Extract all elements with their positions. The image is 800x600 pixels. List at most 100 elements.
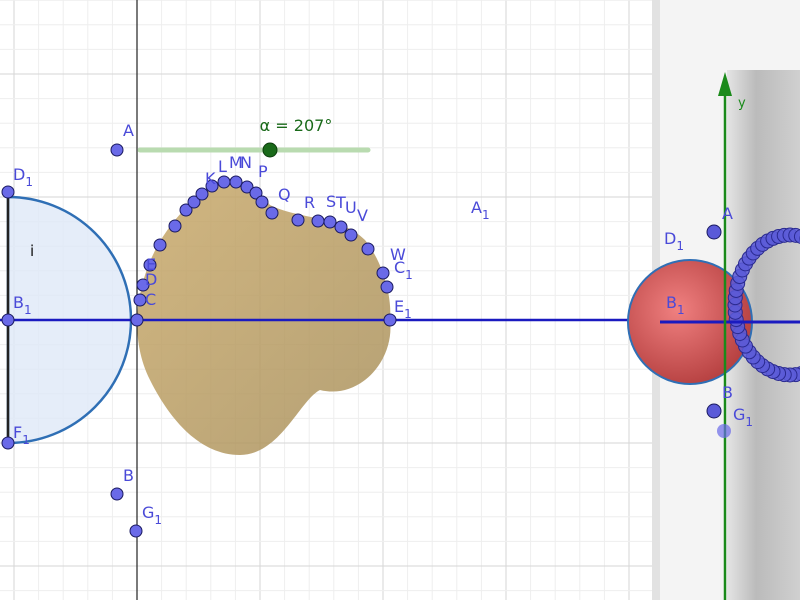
point <box>265 206 279 220</box>
point <box>240 180 254 194</box>
segment-label: i <box>30 242 34 260</box>
label-subscript: 1 <box>404 307 412 321</box>
label-text: B <box>722 383 733 402</box>
point <box>344 228 358 242</box>
point <box>110 487 124 501</box>
label-text: M <box>229 153 243 172</box>
label-subscript: 1 <box>405 268 413 282</box>
point <box>143 258 157 272</box>
point <box>1 185 15 199</box>
label-text: E <box>146 255 156 274</box>
axis-label: y <box>738 96 746 111</box>
label-text: R <box>304 193 315 212</box>
label-text: Q <box>278 185 291 204</box>
point-label: E1 <box>394 297 412 321</box>
label-text: V <box>357 206 368 225</box>
label-subscript: 1 <box>22 433 30 447</box>
point-label: W <box>390 245 406 264</box>
point <box>179 203 193 217</box>
point-label: A1 <box>471 198 490 222</box>
label-subscript: 1 <box>25 175 33 189</box>
tick-labels-3d <box>706 224 731 438</box>
point-label: G1 <box>733 405 753 429</box>
point-label: D1 <box>664 229 684 253</box>
point <box>380 280 394 294</box>
label-text: L <box>218 157 227 176</box>
label-subscript: 1 <box>154 513 162 527</box>
point <box>136 278 150 292</box>
label-text: E <box>394 297 404 316</box>
point <box>706 224 722 240</box>
point-label: A <box>722 204 733 223</box>
point <box>129 524 143 538</box>
label-subscript: 1 <box>676 239 684 253</box>
point <box>323 215 337 229</box>
label-subscript: 1 <box>24 303 32 317</box>
point <box>153 238 167 252</box>
label-text: A <box>722 204 733 223</box>
point <box>291 213 305 227</box>
label-text: D <box>664 229 676 248</box>
point-label: P <box>258 162 268 181</box>
points <box>1 143 397 538</box>
point <box>717 424 731 438</box>
point-label: B1 <box>13 293 32 317</box>
label-text: S <box>326 192 336 211</box>
point-label: V <box>357 206 368 225</box>
point-label: Q <box>278 185 291 204</box>
point-label: K <box>205 169 216 188</box>
point <box>110 143 124 157</box>
point <box>133 293 147 307</box>
point-label: T <box>335 193 346 212</box>
point <box>1 436 15 450</box>
point-label: C <box>145 290 156 309</box>
label-text: N <box>240 153 252 172</box>
label-text: D <box>145 270 157 289</box>
point <box>376 266 390 280</box>
label-text: B <box>13 293 24 312</box>
point <box>1 313 15 327</box>
label-text: C <box>394 258 405 277</box>
point-label: R <box>304 193 315 212</box>
point-label: C1 <box>394 258 413 282</box>
label-text: B <box>666 293 677 312</box>
label-text: K <box>205 169 216 188</box>
point <box>706 403 722 419</box>
label-text: G <box>142 503 154 522</box>
y-axis-arrow <box>718 72 732 96</box>
label-text: B <box>123 466 134 485</box>
point-label: A <box>123 121 134 140</box>
label-text: P <box>258 162 268 181</box>
point <box>383 313 397 327</box>
point-label: L <box>218 157 227 176</box>
point <box>195 187 209 201</box>
point-label: B1 <box>666 293 685 317</box>
point-label: F1 <box>13 423 30 447</box>
point <box>311 214 325 228</box>
point <box>229 175 243 189</box>
label-text: F <box>13 423 22 442</box>
label-text: A <box>471 198 482 217</box>
label-text: D <box>13 165 25 184</box>
point <box>168 219 182 233</box>
point-label: S <box>326 192 336 211</box>
point <box>334 220 348 234</box>
label-text: W <box>390 245 406 264</box>
point <box>130 313 144 327</box>
slider-knob[interactable] <box>262 142 278 158</box>
point-label: D1 <box>13 165 33 189</box>
point <box>361 242 375 256</box>
label-subscript: 1 <box>677 303 685 317</box>
point <box>187 195 201 209</box>
label-text: A <box>123 121 134 140</box>
point <box>205 179 219 193</box>
point-label: B <box>722 383 733 402</box>
point-label: M <box>229 153 243 172</box>
point-label: N <box>240 153 252 172</box>
point-label: B <box>123 466 134 485</box>
label-text: U <box>345 198 357 217</box>
label-text: T <box>335 193 346 212</box>
